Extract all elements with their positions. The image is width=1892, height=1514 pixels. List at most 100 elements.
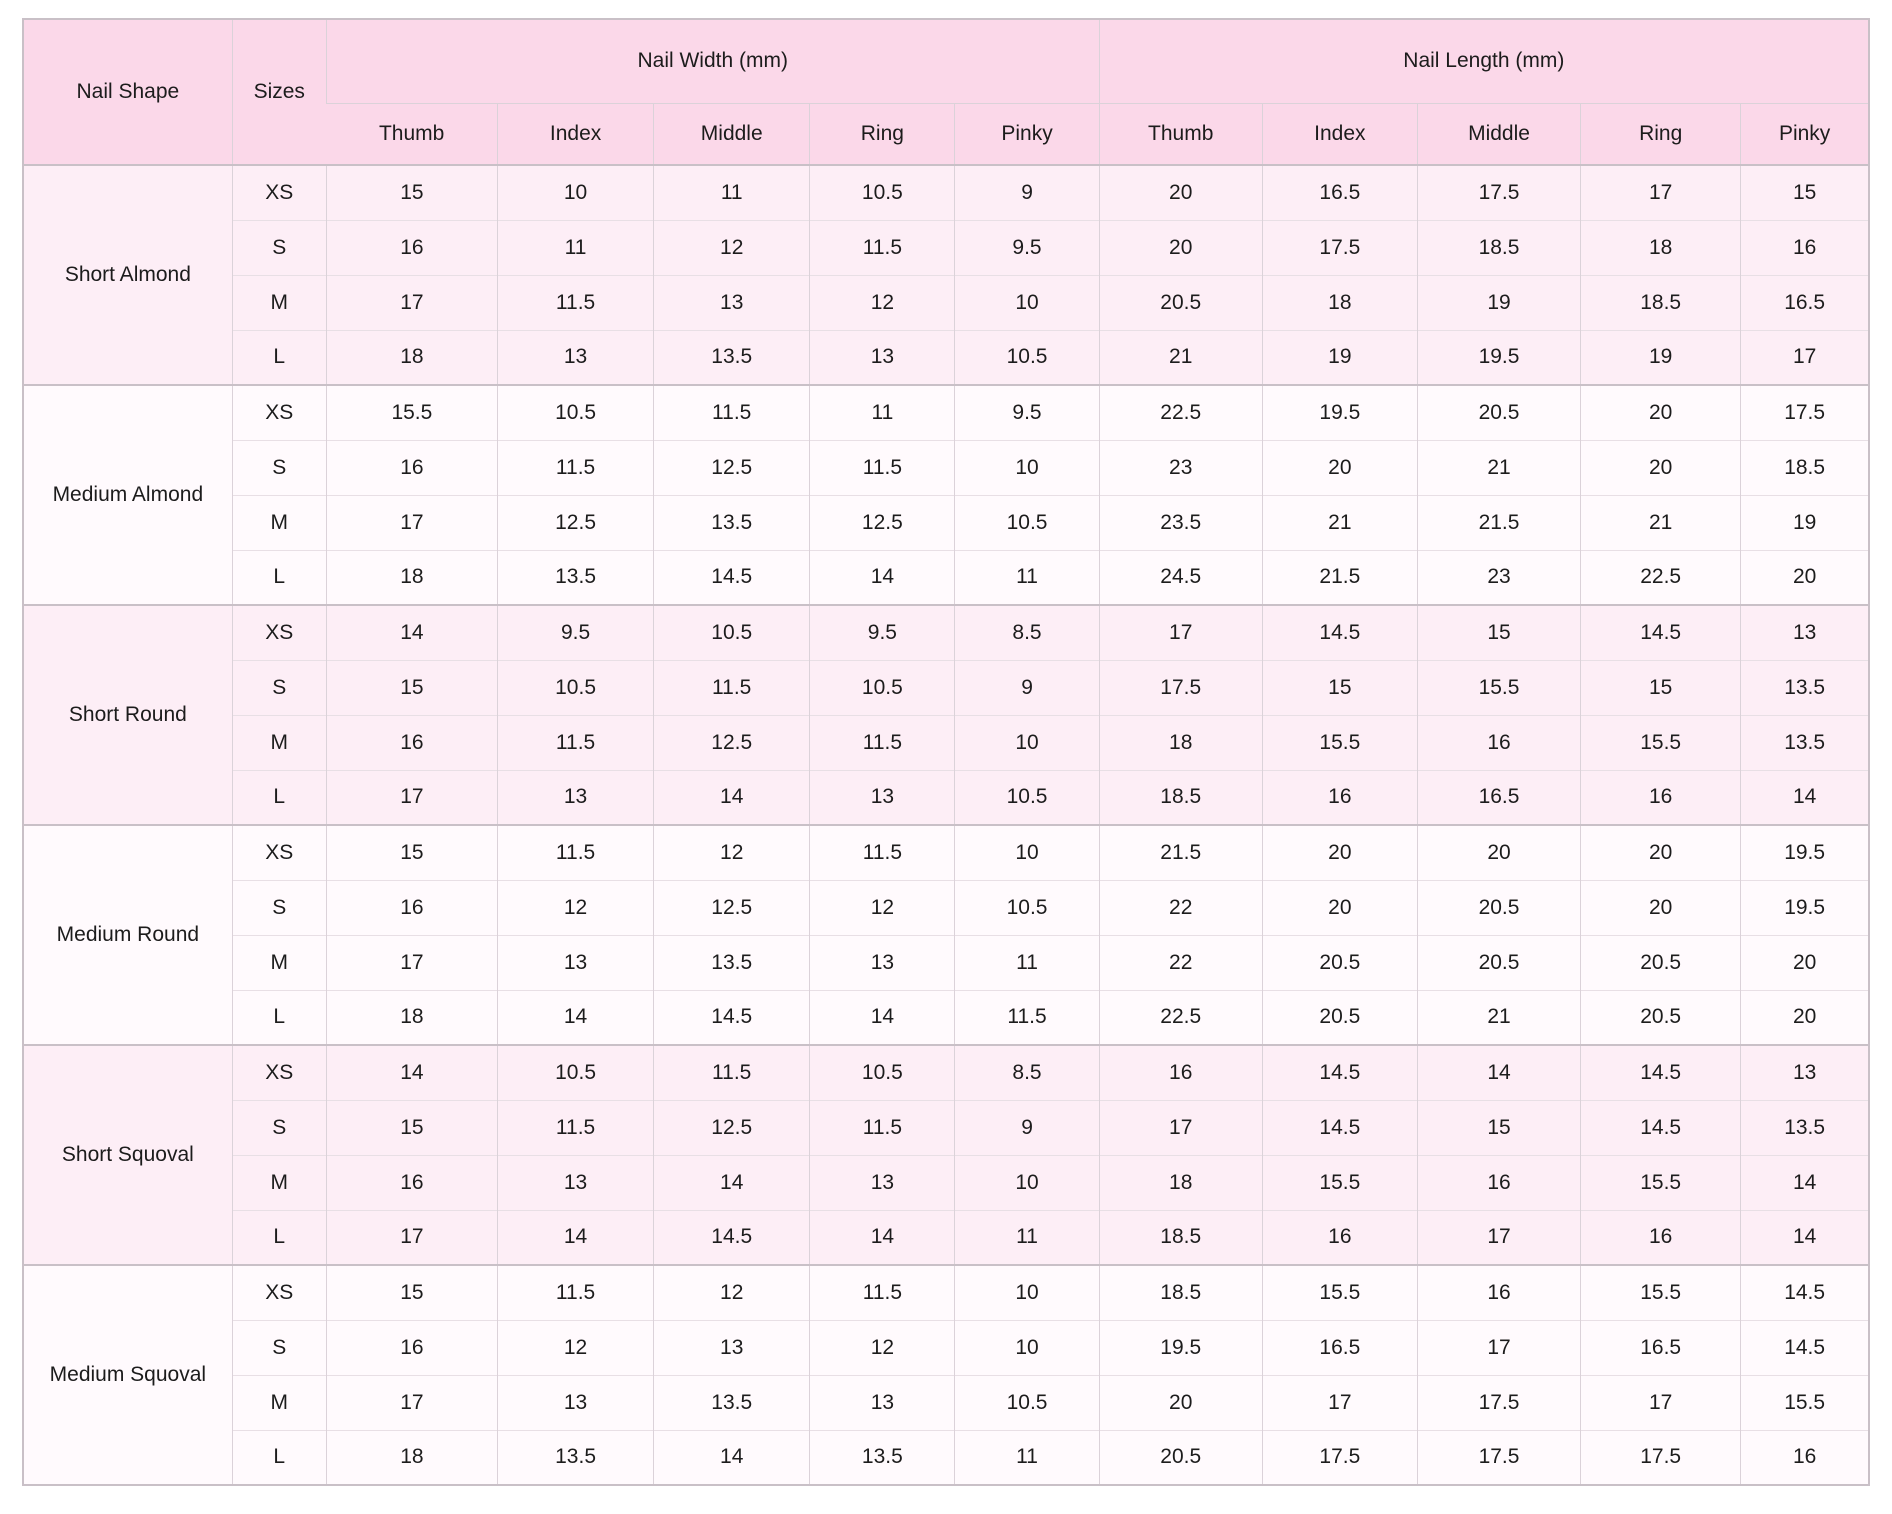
shape-cell: Medium Squoval (23, 1264, 233, 1485)
width-value-cell: 10.5 (954, 769, 1100, 825)
width-value-cell: 11.5 (496, 1099, 654, 1155)
length-value-cell: 17.5 (1740, 384, 1869, 440)
width-value-cell: 12.5 (496, 494, 654, 550)
length-value-cell: 16 (1261, 769, 1418, 825)
width-value-cell: 10.5 (496, 1044, 654, 1100)
width-value-cell: 11.5 (653, 384, 810, 440)
width-value-cell: 9.5 (496, 604, 654, 660)
width-value-cell: 10.5 (954, 1374, 1100, 1430)
length-value-cell: 14.5 (1261, 1044, 1418, 1100)
length-value-cell: 17.5 (1580, 1429, 1741, 1485)
size-cell: L (231, 989, 327, 1045)
length-value-cell: 16 (1098, 1044, 1263, 1100)
width-value-cell: 13 (496, 934, 654, 990)
header-cell-sizes: Sizes (231, 19, 327, 165)
width-value-cell: 14 (496, 989, 654, 1045)
size-cell: XS (231, 1264, 327, 1320)
length-value-cell: 16 (1580, 769, 1741, 825)
width-value-cell: 11 (496, 219, 654, 275)
width-value-cell: 11.5 (809, 1264, 955, 1320)
width-value-cell: 13 (496, 1374, 654, 1430)
header-row-groups: Nail Shape Sizes Nail Width (mm) Nail Le… (23, 19, 1869, 165)
width-value-cell: 11.5 (653, 659, 810, 715)
width-value-cell: 13.5 (496, 549, 654, 605)
width-value-cell: 10.5 (809, 164, 955, 220)
width-value-cell: 10.5 (954, 879, 1100, 935)
table-row: M 16 13 14 13 10 18 15.5 16 15.5 14 (23, 1154, 1869, 1210)
shape-cell: Medium Almond (23, 384, 233, 605)
length-value-cell: 19 (1261, 329, 1418, 385)
size-cell: XS (231, 824, 327, 880)
length-value-cell: 20 (1098, 219, 1263, 275)
width-value-cell: 15 (325, 824, 498, 880)
length-value-cell: 20 (1580, 384, 1741, 440)
width-value-cell: 14 (325, 604, 498, 660)
length-value-cell: 17.5 (1416, 1374, 1581, 1430)
width-value-cell: 18 (325, 329, 498, 385)
header-cell-nail-length-group: Nail Length (mm) (1098, 19, 1869, 104)
width-value-cell: 8.5 (954, 1044, 1100, 1100)
length-value-cell: 14 (1740, 769, 1869, 825)
length-value-cell: 15.5 (1261, 714, 1418, 770)
width-value-cell: 14.5 (653, 549, 810, 605)
length-value-cell: 18 (1261, 274, 1418, 330)
length-value-cell: 21.5 (1416, 494, 1581, 550)
width-value-cell: 12 (653, 219, 810, 275)
length-value-cell: 16 (1740, 1429, 1869, 1485)
width-value-cell: 17 (325, 274, 498, 330)
size-cell: L (231, 1429, 327, 1485)
width-value-cell: 13 (496, 769, 654, 825)
width-value-cell: 12 (809, 879, 955, 935)
width-value-cell: 9 (954, 164, 1100, 220)
width-value-cell: 10 (954, 1264, 1100, 1320)
length-value-cell: 16.5 (1740, 274, 1869, 330)
size-cell: M (231, 1154, 327, 1210)
width-value-cell: 11.5 (809, 1099, 955, 1155)
length-value-cell: 20 (1580, 439, 1741, 495)
length-value-cell: 19.5 (1098, 1319, 1263, 1375)
length-value-cell: 23 (1098, 439, 1263, 495)
length-value-cell: 15.5 (1416, 659, 1581, 715)
size-cell: XS (231, 384, 327, 440)
length-value-cell: 14.5 (1261, 604, 1418, 660)
width-value-cell: 10.5 (496, 384, 654, 440)
width-value-cell: 12 (496, 879, 654, 935)
length-value-cell: 20 (1740, 549, 1869, 605)
size-cell: M (231, 494, 327, 550)
size-cell: M (231, 1374, 327, 1430)
header-cell-length-pinky: Pinky (1740, 103, 1869, 165)
length-value-cell: 20.5 (1416, 934, 1581, 990)
length-value-cell: 18 (1098, 714, 1263, 770)
nail-size-chart-table: Nail Shape Sizes Nail Width (mm) Nail Le… (22, 18, 1870, 1486)
width-value-cell: 11 (954, 1429, 1100, 1485)
width-value-cell: 15.5 (325, 384, 498, 440)
length-value-cell: 16.5 (1261, 164, 1418, 220)
width-value-cell: 13 (653, 1319, 810, 1375)
size-cell: XS (231, 1044, 327, 1100)
width-value-cell: 10.5 (809, 1044, 955, 1100)
width-value-cell: 11.5 (809, 824, 955, 880)
length-value-cell: 13.5 (1740, 659, 1869, 715)
header-cell-width-ring: Ring (809, 103, 955, 165)
width-value-cell: 11.5 (653, 1044, 810, 1100)
width-value-cell: 10 (954, 714, 1100, 770)
length-value-cell: 17 (1580, 164, 1741, 220)
width-value-cell: 13 (809, 934, 955, 990)
length-value-cell: 24.5 (1098, 549, 1263, 605)
length-value-cell: 17 (1416, 1209, 1581, 1265)
width-value-cell: 11 (954, 549, 1100, 605)
length-value-cell: 17 (1098, 1099, 1263, 1155)
width-value-cell: 11.5 (809, 439, 955, 495)
length-value-cell: 16 (1416, 1264, 1581, 1320)
width-value-cell: 13 (653, 274, 810, 330)
length-value-cell: 18.5 (1580, 274, 1741, 330)
width-value-cell: 10 (954, 824, 1100, 880)
header-cell-width-pinky: Pinky (954, 103, 1100, 165)
length-value-cell: 13.5 (1740, 714, 1869, 770)
table-row: S 16 12 12.5 12 10.5 22 20 20.5 20 19.5 (23, 879, 1869, 935)
table-row: L 18 14 14.5 14 11.5 22.5 20.5 21 20.5 20 (23, 989, 1869, 1045)
width-value-cell: 14 (653, 1154, 810, 1210)
width-value-cell: 16 (325, 714, 498, 770)
header-cell-nail-width-group: Nail Width (mm) (325, 19, 1100, 104)
size-cell: S (231, 219, 327, 275)
